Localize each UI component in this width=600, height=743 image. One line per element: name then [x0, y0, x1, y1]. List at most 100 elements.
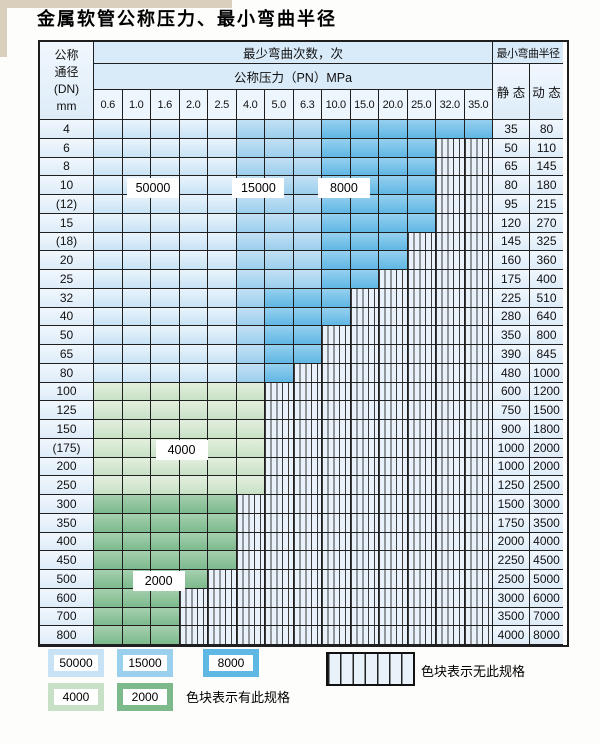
no-spec-cell — [464, 345, 493, 364]
zone-cell-4000 — [208, 420, 237, 439]
no-spec-cell — [265, 420, 294, 439]
no-spec-cell — [436, 532, 465, 552]
zone-cell-15000 — [236, 138, 265, 158]
static-radius-cell: 95 — [493, 195, 530, 214]
no-spec-cell — [350, 420, 379, 439]
zone-cell-4000 — [122, 457, 151, 477]
dynamic-radius-cell: 8000 — [530, 626, 563, 645]
dn-cell: (12) — [40, 195, 94, 214]
zone-cell-50000 — [94, 232, 123, 252]
no-spec-cell — [464, 382, 493, 402]
no-spec-cell — [407, 588, 436, 608]
zone-cell-15000 — [236, 195, 265, 214]
dn-cell: 15 — [40, 213, 94, 233]
zone-cell-50000 — [179, 138, 208, 158]
zone-cell-8000 — [265, 345, 294, 364]
no-spec-cell — [322, 420, 351, 439]
zone-cell-2000 — [122, 588, 151, 608]
zone-cell-50000 — [179, 307, 208, 327]
zone-cell-8000 — [322, 157, 351, 177]
dn-cell: 25 — [40, 270, 94, 289]
zone-cell-50000 — [122, 195, 151, 214]
dn-cell: 600 — [40, 588, 94, 608]
legend-swatch-4000: 4000 — [48, 683, 104, 711]
zone-cell-8000 — [379, 120, 408, 139]
dn-cell: 700 — [40, 607, 94, 627]
no-spec-cell — [322, 476, 351, 495]
no-spec-cell — [379, 551, 408, 570]
zone-cell-4000 — [94, 420, 123, 439]
legend-row-green: 4000 2000 — [48, 683, 173, 711]
dn-cell: 200 — [40, 457, 94, 477]
zone-cell-50000 — [179, 326, 208, 345]
dynamic-radius-cell: 2000 — [530, 438, 563, 458]
zone-cell-2000 — [122, 551, 151, 570]
static-radius-cell: 390 — [493, 345, 530, 364]
no-spec-cell — [436, 588, 465, 608]
no-spec-cell — [322, 401, 351, 420]
zone-cell-4000 — [208, 476, 237, 495]
zone-cell-8000 — [350, 270, 379, 289]
zone-cell-4000 — [94, 382, 123, 402]
legend-has-spec-text: 色块表示有此规格 — [186, 690, 291, 705]
legend-swatch-2000: 2000 — [117, 683, 173, 711]
no-spec-cell — [265, 532, 294, 552]
static-radius-cell: 280 — [493, 307, 530, 327]
no-spec-cell — [464, 438, 493, 458]
zone-cell-50000 — [94, 251, 123, 270]
no-spec-cell — [350, 513, 379, 533]
no-spec-cell — [322, 626, 351, 645]
no-spec-cell — [464, 288, 493, 308]
zone-cell-2000 — [208, 532, 237, 552]
zone-cell-50000 — [208, 363, 237, 383]
zone-cell-8000 — [379, 138, 408, 158]
zone-cell-15000 — [265, 251, 294, 270]
static-radius-cell: 2000 — [493, 532, 530, 552]
zone-cell-50000 — [151, 213, 180, 233]
zone-cell-4000 — [208, 457, 237, 477]
dn-cell: 100 — [40, 382, 94, 402]
zone-cell-50000 — [208, 251, 237, 270]
no-spec-cell — [293, 570, 322, 589]
zone-cell-8000 — [322, 288, 351, 308]
dynamic-radius-cell: 2000 — [530, 457, 563, 477]
static-radius-cell: 50 — [493, 138, 530, 158]
no-spec-cell — [236, 570, 265, 589]
zone-cell-50000 — [94, 363, 123, 383]
zone-cell-8000 — [464, 120, 493, 139]
zone-cell-8000 — [350, 138, 379, 158]
pressure-header-cell: 4.0 — [236, 90, 265, 120]
no-spec-cell — [350, 288, 379, 308]
zone-cell-4000 — [208, 438, 237, 458]
no-spec-cell — [407, 363, 436, 383]
legend-swatch-label: 4000 — [62, 690, 90, 704]
no-spec-cell — [436, 138, 465, 158]
no-spec-cell — [208, 626, 237, 645]
zone-cell-2000 — [179, 551, 208, 570]
no-spec-cell — [407, 513, 436, 533]
zone-cell-4000 — [179, 476, 208, 495]
zone-cell-50000 — [179, 363, 208, 383]
no-spec-cell — [407, 251, 436, 270]
zone-cell-4000 — [94, 457, 123, 477]
zone-cell-50000 — [122, 120, 151, 139]
zone-cell-15000 — [293, 270, 322, 289]
zone-cell-15000 — [265, 176, 294, 195]
zone-cell-8000 — [350, 195, 379, 214]
zone-cell-2000 — [208, 495, 237, 514]
no-spec-cell — [464, 363, 493, 383]
zone-cell-50000 — [151, 326, 180, 345]
zone-cell-50000 — [208, 157, 237, 177]
zone-cell-8000 — [436, 120, 465, 139]
no-spec-cell — [407, 232, 436, 252]
zone-cell-15000 — [236, 213, 265, 233]
zone-cell-50000 — [208, 138, 237, 158]
header-min-bend-radius: 最小弯曲半径 — [493, 42, 563, 64]
static-radius-cell: 1500 — [493, 495, 530, 514]
zone-cell-8000 — [407, 195, 436, 214]
zone-cell-50000 — [151, 176, 180, 195]
no-spec-cell — [208, 607, 237, 627]
no-spec-cell — [322, 551, 351, 570]
header-static: 静 态 — [493, 64, 530, 120]
zone-cell-50000 — [94, 138, 123, 158]
